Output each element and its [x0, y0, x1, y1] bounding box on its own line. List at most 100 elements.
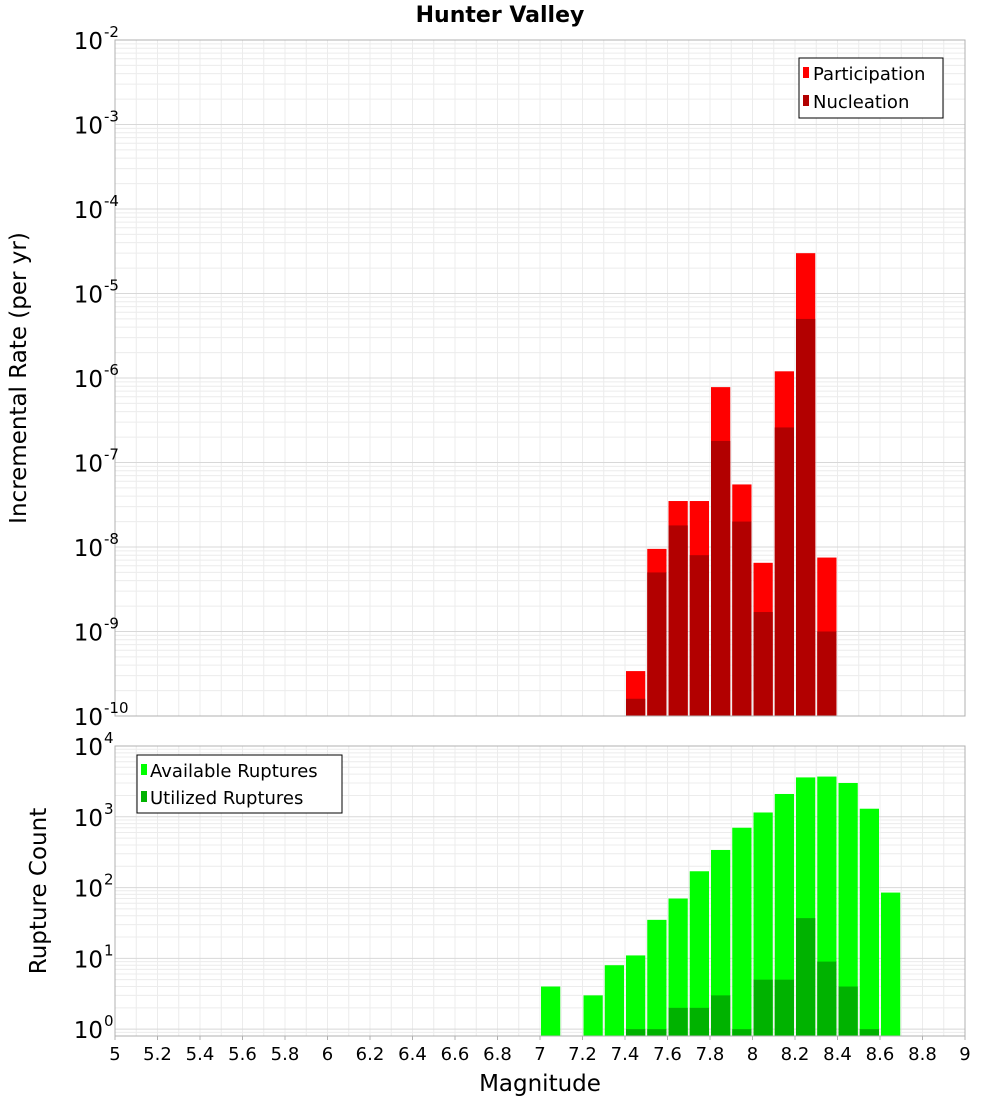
- rate-y-tick-label: 10 -5: [74, 277, 119, 309]
- count-y-tick-label: 10 0: [74, 1012, 114, 1044]
- x-tick-label: 6.6: [441, 1044, 470, 1065]
- tick-base: 10: [74, 735, 103, 761]
- tick-base: 10: [74, 536, 103, 562]
- x-tick-label: 5.6: [228, 1044, 257, 1065]
- tick-base: 10: [74, 947, 103, 973]
- count-bar-s0: [647, 919, 667, 1036]
- count-legend: Available Ruptures Utilized Ruptures: [136, 754, 343, 814]
- x-tick-label: 5.2: [143, 1044, 172, 1065]
- tick-exponent: -9: [104, 615, 119, 633]
- tick-base: 10: [74, 283, 103, 309]
- tick-base: 10: [74, 877, 103, 903]
- rate-y-tick-label: 10 -7: [74, 446, 119, 478]
- tick-exponent: 3: [104, 800, 114, 818]
- tick-exponent: -7: [104, 446, 119, 464]
- rate-plot-border: [114, 39, 966, 717]
- count-bar-s0: [689, 871, 709, 1036]
- count-bar-s0: [583, 995, 603, 1036]
- x-tick-label: 8.4: [823, 1044, 852, 1065]
- rate-y-tick-label: 10 -6: [74, 361, 119, 393]
- tick-base: 10: [74, 29, 103, 55]
- x-axis-label: Magnitude: [479, 1071, 601, 1097]
- rate-bar-s1: [732, 521, 752, 716]
- tick-base: 10: [74, 367, 103, 393]
- x-tick-label: 7.4: [611, 1044, 640, 1065]
- count-bar-s1: [796, 918, 816, 1036]
- nucleation-legend-label: Nucleation: [813, 92, 909, 113]
- x-tick-label: 8.8: [908, 1044, 937, 1065]
- count-bars: [541, 776, 901, 1036]
- count-bar-s1: [859, 1029, 879, 1036]
- tick-exponent: -8: [104, 530, 119, 548]
- rate-y-tick-label: 10 -10: [74, 699, 129, 731]
- x-tick-label: 5.4: [186, 1044, 215, 1065]
- x-tick-label: 8.6: [866, 1044, 895, 1065]
- count-bar-s0: [541, 986, 561, 1036]
- x-tick-label: 6: [322, 1044, 333, 1065]
- rate-y-tick-label: 10 -9: [74, 615, 119, 647]
- rate-bar-s1: [668, 525, 688, 716]
- x-ticks: 5 5.2 5.4 5.6 5.8 6 6.2 6.4 6.6 6.8 7 7.2 7.4 7.6 7.8 8…: [109, 1036, 971, 1065]
- rate-bar-s1: [711, 440, 731, 716]
- tick-exponent: 4: [104, 729, 114, 747]
- count-bar-s0: [711, 849, 731, 1036]
- tick-base: 10: [74, 705, 103, 731]
- tick-exponent: -6: [104, 361, 119, 379]
- count-bar-s1: [647, 1029, 667, 1036]
- tick-base: 10: [74, 806, 103, 832]
- tick-base: 10: [74, 621, 103, 647]
- count-bar-s1: [817, 961, 837, 1036]
- x-tick-label: 6.8: [483, 1044, 512, 1065]
- count-y-tick-label: 10 1: [74, 941, 114, 973]
- x-tick-label: 7.2: [568, 1044, 597, 1065]
- count-y-tick-label: 10 2: [74, 871, 114, 903]
- count-bar-s0: [881, 892, 901, 1036]
- x-tick-label: 8: [747, 1044, 758, 1065]
- count-bar-s1: [711, 995, 731, 1036]
- x-tick-label: 8.2: [781, 1044, 810, 1065]
- rate-y-axis-label: Incremental Rate (per yr): [6, 232, 32, 524]
- rate-bar-s1: [689, 555, 709, 716]
- count-bar-s0: [732, 827, 752, 1036]
- count-bar-s1: [626, 1029, 646, 1036]
- rate-bar-s1: [626, 698, 646, 716]
- rate-y-tick-label: 10 -2: [74, 23, 119, 55]
- rate-bar-s1: [647, 572, 667, 716]
- rate-bar-s1: [753, 612, 773, 716]
- tick-exponent: 2: [104, 871, 114, 889]
- rate-y-tick-label: 10 -3: [74, 108, 119, 140]
- rate-bar-s1: [817, 631, 837, 716]
- rate-grid: [114, 40, 966, 717]
- count-y-axis-label: Rupture Count: [26, 808, 52, 974]
- rate-legend-box: [798, 57, 944, 119]
- tick-exponent: 1: [104, 941, 114, 959]
- x-tick-label: 5: [109, 1044, 120, 1065]
- participation-legend-swatch: [803, 67, 809, 78]
- nucleation-legend-swatch: [803, 95, 809, 106]
- count-bar-s0: [859, 808, 879, 1036]
- count-bar-s0: [774, 793, 794, 1036]
- count-bar-s0: [668, 898, 688, 1036]
- utilized-legend-swatch: [141, 791, 147, 802]
- rate-bars: [626, 253, 837, 716]
- rate-legend: Participation Nucleation: [798, 57, 944, 119]
- rate-y-tick-label: 10 -8: [74, 530, 119, 562]
- tick-base: 10: [74, 1018, 103, 1044]
- rate-y-tick-label: 10 -4: [74, 192, 119, 224]
- x-tick-label: 7.6: [653, 1044, 682, 1065]
- tick-exponent: -2: [104, 23, 119, 41]
- tick-exponent: -10: [104, 699, 129, 717]
- available-legend-swatch: [141, 764, 147, 775]
- count-y-tick-label: 10 3: [74, 800, 114, 832]
- x-tick-label: 9: [959, 1044, 970, 1065]
- rate-bar-s1: [774, 427, 794, 716]
- count-bar-s1: [774, 979, 794, 1036]
- x-tick-label: 7: [534, 1044, 545, 1065]
- participation-legend-label: Participation: [813, 64, 925, 85]
- chart-title: Hunter Valley: [416, 3, 585, 28]
- count-legend-box: [136, 754, 343, 814]
- tick-exponent: -5: [104, 277, 119, 295]
